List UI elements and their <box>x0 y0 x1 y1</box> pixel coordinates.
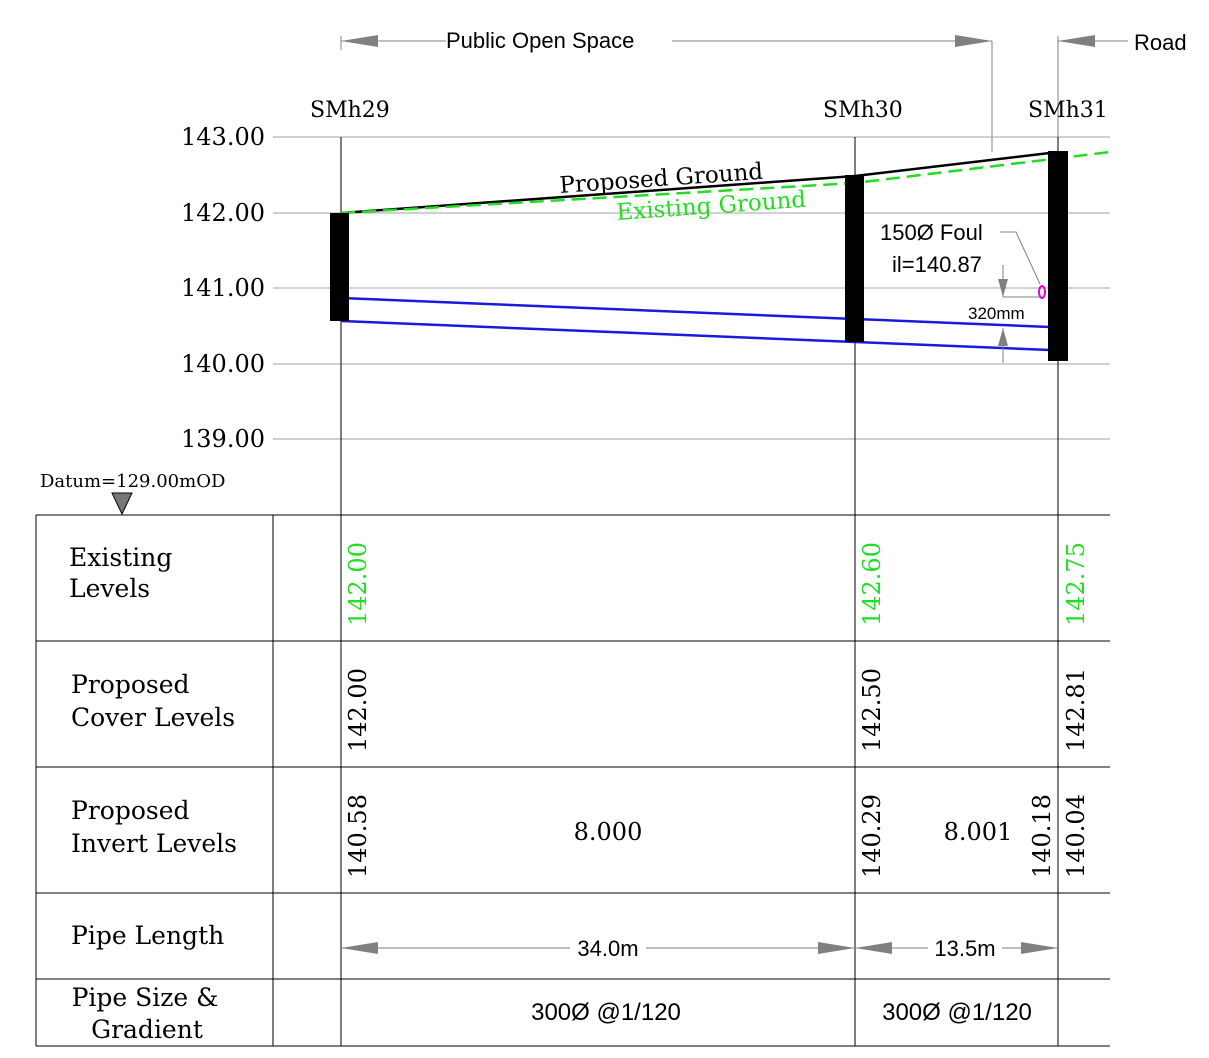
existing-level-smh31: 142.75 <box>1062 542 1090 626</box>
foul-size-label: 150Ø Foul <box>880 220 983 245</box>
manhole-label-smh29: SMh29 <box>310 98 390 123</box>
datum-label: Datum=129.00mOD <box>40 471 225 492</box>
zone-label-public-open-space: Public Open Space <box>446 28 634 53</box>
y-tick-labels: 143.00 142.00 141.00 140.00 139.00 <box>181 123 265 453</box>
invert-level-smh29: 140.58 <box>344 794 372 878</box>
y-tick-label: 142.00 <box>181 199 265 227</box>
pipe-length-2: 13.5m <box>934 936 995 961</box>
data-table-grid <box>35 514 1110 1047</box>
row-label-cover-2: Cover Levels <box>71 703 235 732</box>
pipe-invert-line <box>340 319 1051 352</box>
pipe-depth-2: 8.001 <box>944 818 1013 846</box>
pos-arrowhead-left <box>341 35 378 47</box>
length1-arrowhead-right <box>818 942 855 954</box>
zone-arrows <box>340 36 1128 152</box>
y-tick-label: 140.00 <box>181 350 265 378</box>
manhole-label-smh30: SMh30 <box>823 98 903 123</box>
manhole-shaft-smh30 <box>845 175 864 342</box>
cover-level-smh31: 142.81 <box>1062 668 1090 752</box>
pipe-size-1: 300Ø @1/120 <box>531 999 681 1026</box>
pipe-size-2: 300Ø @1/120 <box>882 999 1032 1026</box>
row-label-pipe-size: Pipe Size & <box>72 983 219 1012</box>
row-label-existing: Existing <box>69 543 172 572</box>
clearance-arrowhead-top <box>998 279 1008 297</box>
length2-arrowhead-left <box>855 942 892 954</box>
row-label-invert-2: Invert Levels <box>71 829 237 858</box>
foul-pipe-icon <box>1038 285 1046 299</box>
length2-arrowhead-right <box>1021 942 1058 954</box>
elevation-grid <box>273 136 1110 440</box>
row-label-pipe-size-2: Gradient <box>91 1015 203 1044</box>
clearance-label: 320mm <box>968 304 1025 323</box>
pipe-depth-1: 8.000 <box>574 818 643 846</box>
clearance-arrowhead-bottom <box>998 328 1008 346</box>
existing-level-smh30: 142.60 <box>858 542 886 626</box>
manhole-shaft-smh31 <box>1048 151 1068 361</box>
manhole-label-smh31: SMh31 <box>1028 98 1108 123</box>
pos-arrowhead-right <box>955 35 992 47</box>
cover-level-smh29: 142.00 <box>344 668 372 752</box>
length1-arrowhead-left <box>341 942 378 954</box>
row-label-pipe-length: Pipe Length <box>71 921 224 950</box>
row-label-cover: Proposed <box>71 670 190 699</box>
datum-triangle-icon <box>111 492 133 516</box>
row-label-invert: Proposed <box>71 796 190 825</box>
y-tick-label: 141.00 <box>181 274 265 302</box>
foul-il-label: il=140.87 <box>892 252 982 277</box>
invert-level-smh31-out: 140.04 <box>1062 794 1090 878</box>
invert-level-smh30-out: 140.29 <box>858 794 886 878</box>
y-tick-label: 143.00 <box>181 123 265 151</box>
zone-label-road: Road <box>1134 30 1187 55</box>
invert-level-smh31-in: 140.18 <box>1028 794 1056 878</box>
pipe-length-1: 34.0m <box>577 936 638 961</box>
y-tick-label: 139.00 <box>181 425 265 453</box>
existing-level-smh29: 142.00 <box>344 542 372 626</box>
road-arrowhead <box>1058 35 1095 47</box>
cover-level-smh30: 142.50 <box>858 668 886 752</box>
row-label-existing-2: Levels <box>69 574 150 603</box>
table-row-labels: Existing Levels Proposed Cover Levels Pr… <box>69 543 237 1044</box>
pipe-obvert-line <box>340 296 1051 329</box>
manhole-shaft-smh29 <box>330 213 349 321</box>
foul-leader-line <box>1000 231 1041 285</box>
